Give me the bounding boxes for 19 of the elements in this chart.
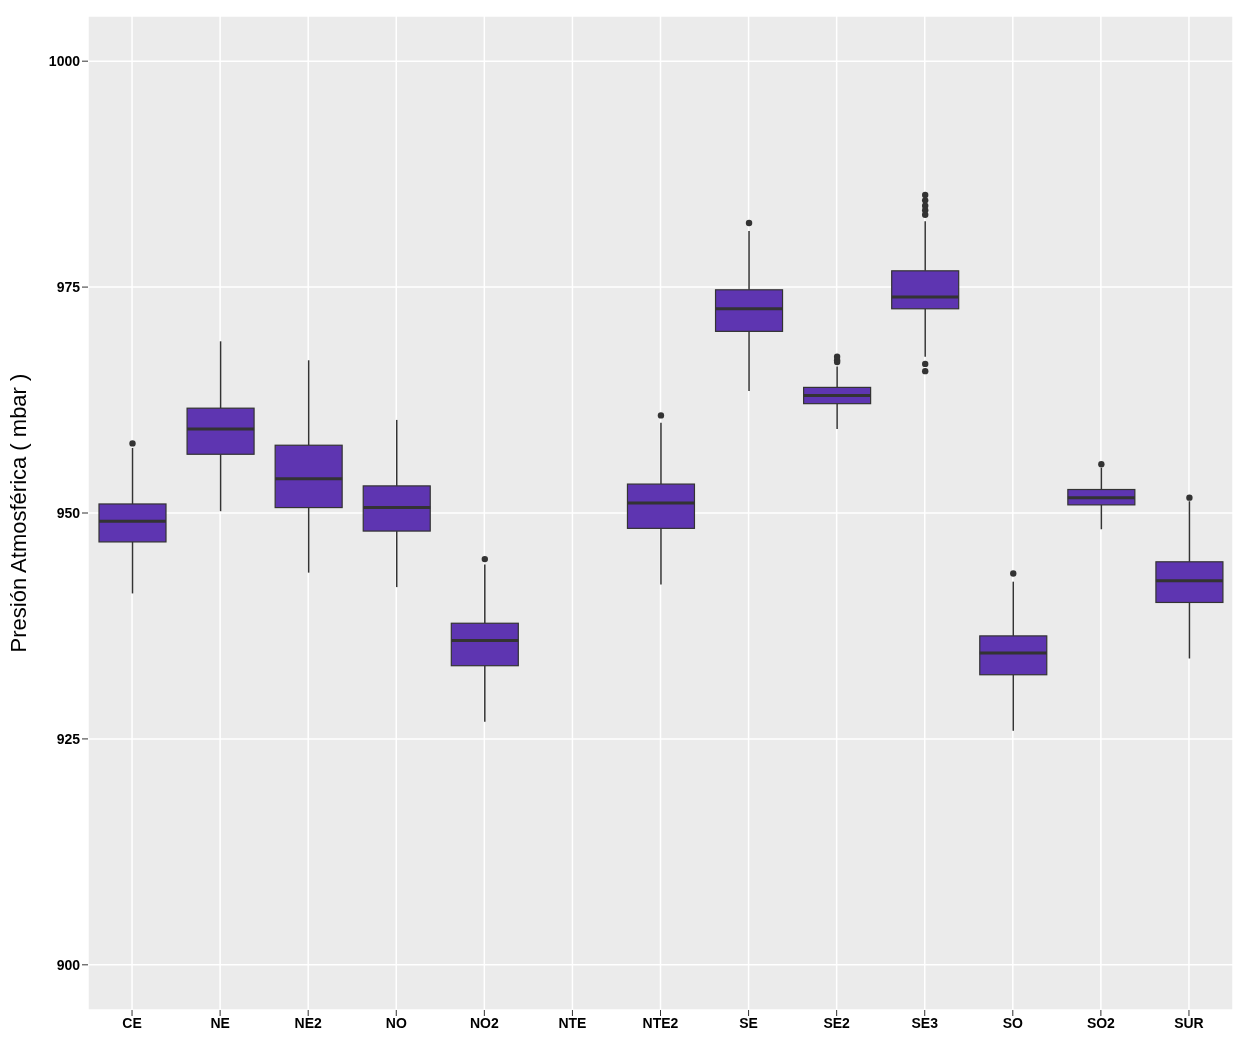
x-tick-label: NE2 — [294, 1014, 323, 1031]
x-tick-label: NE — [210, 1014, 230, 1031]
x-tick-label: SO — [1002, 1014, 1024, 1031]
y-tick-label: 1000 — [48, 53, 81, 70]
y-tick-label: 975 — [56, 279, 81, 296]
y-tick-label: 925 — [56, 730, 81, 747]
x-tick-label: CE — [122, 1014, 142, 1031]
x-tick-label: SUR — [1174, 1014, 1204, 1031]
y-tick-label: 900 — [56, 956, 81, 973]
x-tick-label: SE3 — [911, 1014, 939, 1031]
x-tick-label: NO2 — [469, 1014, 499, 1031]
x-tick-label: SO2 — [1086, 1014, 1116, 1031]
y-tick-label: 950 — [56, 504, 81, 521]
x-tick-label: SE2 — [823, 1014, 851, 1031]
x-tick-label: SE — [739, 1014, 758, 1031]
x-tick-label: NTE2 — [642, 1014, 679, 1031]
x-tick-label: NTE — [558, 1014, 587, 1031]
x-tick-label: NO — [385, 1014, 407, 1031]
y-axis-title: Presión Atmosférica ( mbar ) — [5, 373, 31, 653]
